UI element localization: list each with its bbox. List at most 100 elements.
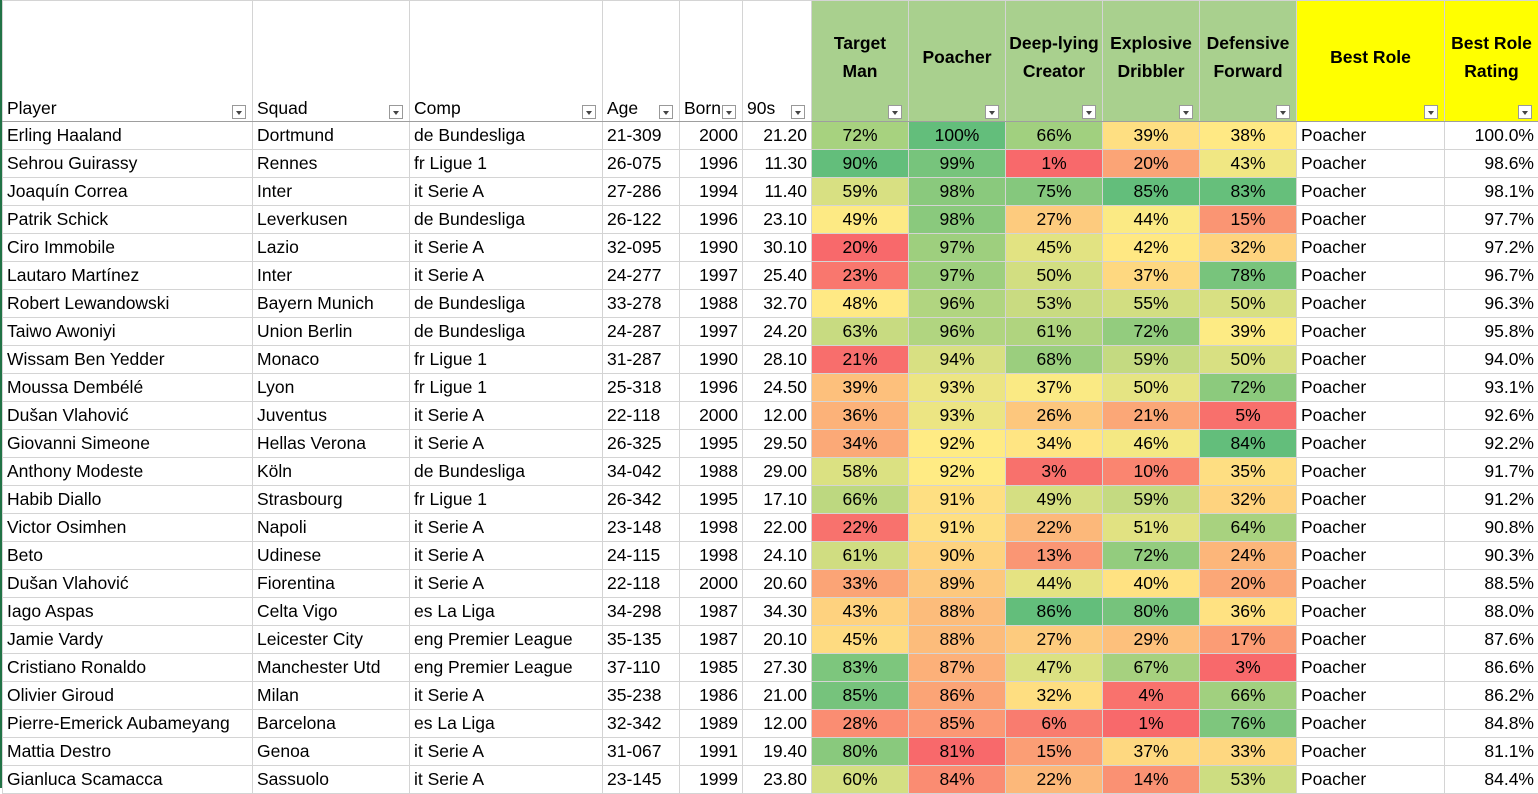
cell: Poacher [1297,430,1445,458]
cell: 11.40 [743,178,812,206]
filter-button[interactable] [1179,105,1193,119]
filter-button[interactable] [888,105,902,119]
cell: 44% [1006,570,1103,598]
filter-button[interactable] [232,105,246,119]
cell: Poacher [1297,150,1445,178]
cell: 1994 [680,178,743,206]
cell: Leicester City [253,626,410,654]
cell: eng Premier League [410,626,603,654]
cell: de Bundesliga [410,318,603,346]
cell: 36% [812,402,909,430]
cell: Poacher [1297,486,1445,514]
cell: 50% [1200,346,1297,374]
cell: 3% [1006,458,1103,486]
filter-button[interactable] [1424,105,1438,119]
cell: 33% [1200,738,1297,766]
cell: 86.6% [1445,654,1538,682]
cell: Beto [3,542,253,570]
column-header: Player [3,1,253,122]
cell: 1988 [680,458,743,486]
cell: 1989 [680,710,743,738]
cell: fr Ligue 1 [410,486,603,514]
cell: 20.10 [743,626,812,654]
cell: Habib Diallo [3,486,253,514]
cell: Poacher [1297,262,1445,290]
cell: 84% [1200,430,1297,458]
cell: 20% [1103,150,1200,178]
cell: 94% [909,346,1006,374]
cell: 1999 [680,766,743,794]
cell: 1% [1103,710,1200,738]
cell: 48% [812,290,909,318]
filter-button[interactable] [1518,105,1532,119]
cell: 32% [1200,234,1297,262]
filter-button[interactable] [582,105,596,119]
column-header: 90s [743,1,812,122]
cell: 93% [909,374,1006,402]
cell: 24-277 [603,262,680,290]
filter-button[interactable] [791,105,805,119]
cell: 93% [909,402,1006,430]
cell: Celta Vigo [253,598,410,626]
cell: 42% [1103,234,1200,262]
filter-button[interactable] [389,105,403,119]
cell: Juventus [253,402,410,430]
cell: 1990 [680,234,743,262]
cell: 25-318 [603,374,680,402]
cell: 17% [1200,626,1297,654]
filter-button[interactable] [985,105,999,119]
cell: 92.6% [1445,402,1538,430]
cell: Poacher [1297,626,1445,654]
cell: 31-067 [603,738,680,766]
cell: 97% [909,234,1006,262]
cell: Poacher [1297,682,1445,710]
cell: 20% [812,234,909,262]
filter-button[interactable] [1082,105,1096,119]
cell: it Serie A [410,402,603,430]
cell: 66% [1200,682,1297,710]
cell: 37% [1103,738,1200,766]
cell: 24-287 [603,318,680,346]
cell: 37-110 [603,654,680,682]
column-header: Comp [410,1,603,122]
filter-button[interactable] [1276,105,1290,119]
cell: Iago Aspas [3,598,253,626]
cell: 72% [1103,542,1200,570]
cell: 60% [812,766,909,794]
cell: 61% [1006,318,1103,346]
cell: Moussa Dembélé [3,374,253,402]
cell: 51% [1103,514,1200,542]
cell: 90.8% [1445,514,1538,542]
cell: Mattia Destro [3,738,253,766]
cell: 1996 [680,206,743,234]
cell: 1998 [680,542,743,570]
cell: 30.10 [743,234,812,262]
cell: Dušan Vlahović [3,402,253,430]
cell: 34.30 [743,598,812,626]
cell: 88% [909,626,1006,654]
cell: 24.20 [743,318,812,346]
cell: 85% [812,682,909,710]
cell: 59% [1103,486,1200,514]
cell: Leverkusen [253,206,410,234]
cell: 96% [909,318,1006,346]
cell: 86% [1006,598,1103,626]
cell: Poacher [1297,234,1445,262]
cell: 21-309 [603,122,680,150]
filter-button[interactable] [722,105,736,119]
cell: Genoa [253,738,410,766]
cell: 1985 [680,654,743,682]
cell: Poacher [1297,318,1445,346]
cell: Bayern Munich [253,290,410,318]
cell: 91% [909,514,1006,542]
cell: Poacher [1297,570,1445,598]
filter-button[interactable] [659,105,673,119]
